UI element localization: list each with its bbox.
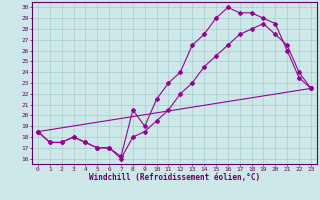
- X-axis label: Windchill (Refroidissement éolien,°C): Windchill (Refroidissement éolien,°C): [89, 173, 260, 182]
